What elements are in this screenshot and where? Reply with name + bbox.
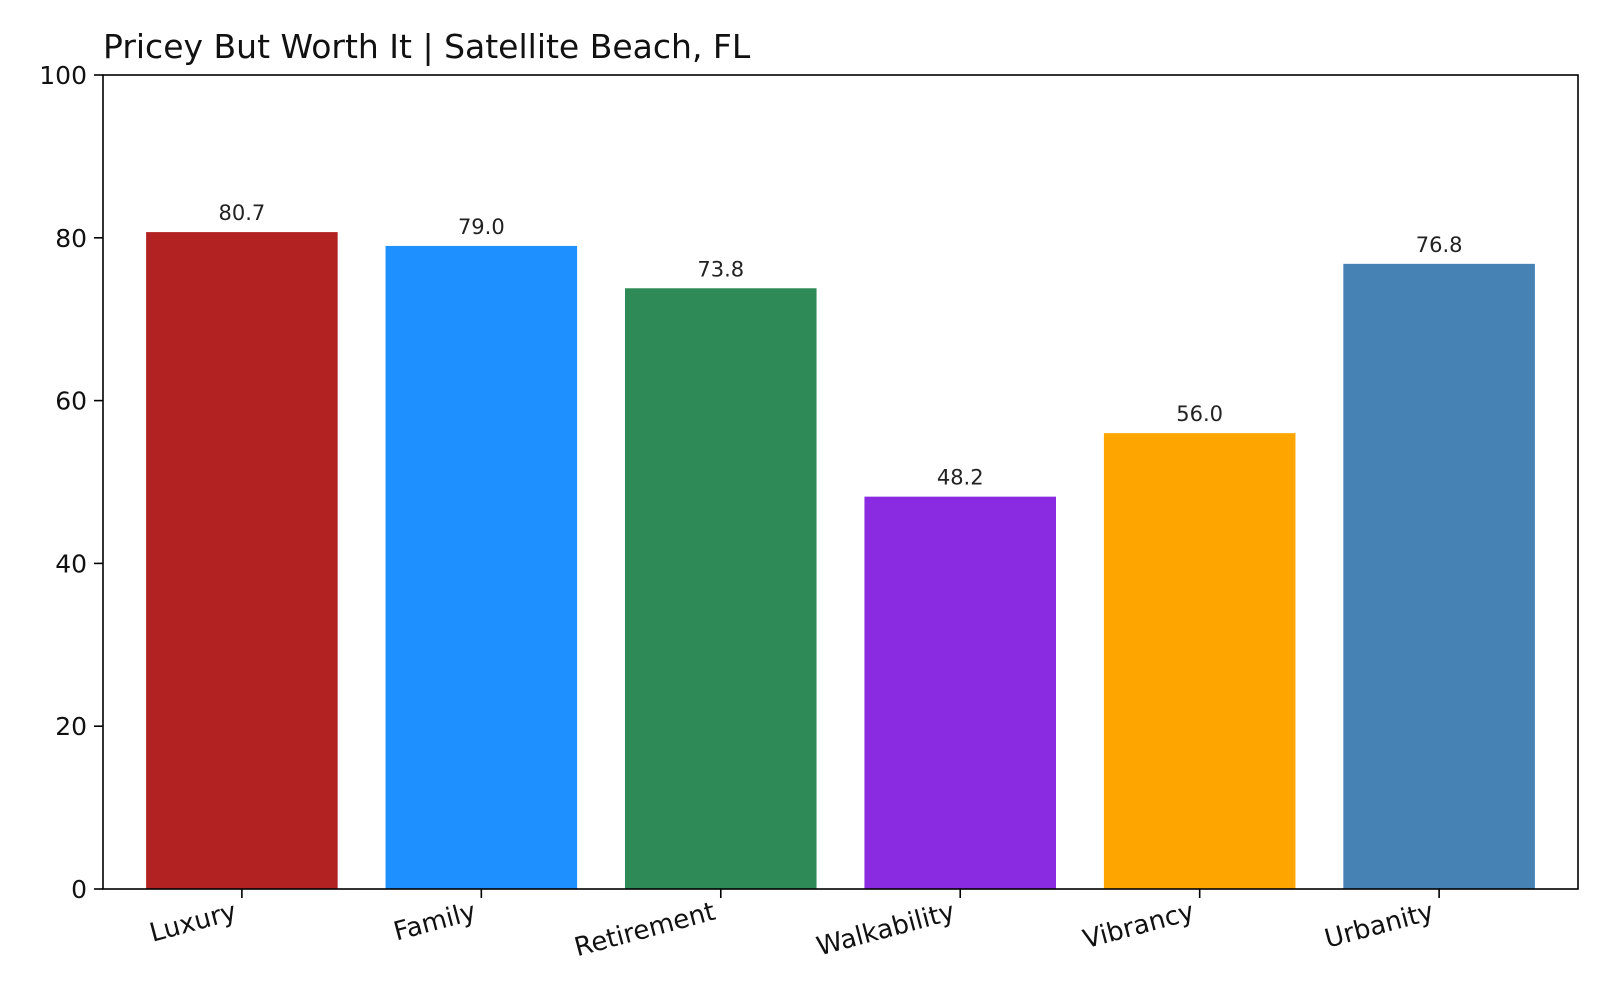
category-label-vibrancy: Vibrancy [1080, 897, 1198, 955]
bar-value-label: 76.8 [1416, 233, 1463, 257]
chart-title: Pricey But Worth It | Satellite Beach, F… [103, 27, 751, 66]
bar-value-label: 56.0 [1176, 402, 1223, 426]
category-label-retirement: Retirement [571, 897, 718, 963]
bar-family [385, 245, 578, 889]
category-label-walkability: Walkability [814, 897, 958, 963]
y-axis: 0 20 40 60 80 100 [39, 61, 103, 904]
x-axis: Luxury Family Retirement Walkability Vibranc… [146, 889, 1440, 963]
y-tick-label: 40 [55, 549, 87, 578]
category-label-family: Family [391, 897, 480, 948]
y-tick-label: 60 [55, 387, 87, 416]
bar-vibrancy [1103, 433, 1296, 889]
y-tick-label: 100 [39, 61, 87, 90]
bar-walkability [864, 496, 1057, 889]
y-tick-label: 20 [55, 712, 87, 741]
bar-urbanity [1343, 263, 1535, 889]
bars-group: 80.7 79.0 73.8 48.2 56.0 76.8 [146, 201, 1535, 890]
y-tick-label: 80 [55, 224, 87, 253]
bar-value-label: 79.0 [458, 215, 505, 239]
bar-value-label: 48.2 [937, 466, 984, 490]
bar-luxury [146, 232, 338, 890]
y-tick-label: 0 [71, 875, 87, 904]
category-label-urbanity: Urbanity [1322, 897, 1437, 955]
bar-value-label: 80.7 [218, 201, 265, 225]
category-label-luxury: Luxury [146, 897, 239, 949]
plot-area-frame [102, 74, 1579, 890]
bar-retirement [624, 288, 817, 889]
bar-value-label: 73.8 [697, 257, 744, 281]
